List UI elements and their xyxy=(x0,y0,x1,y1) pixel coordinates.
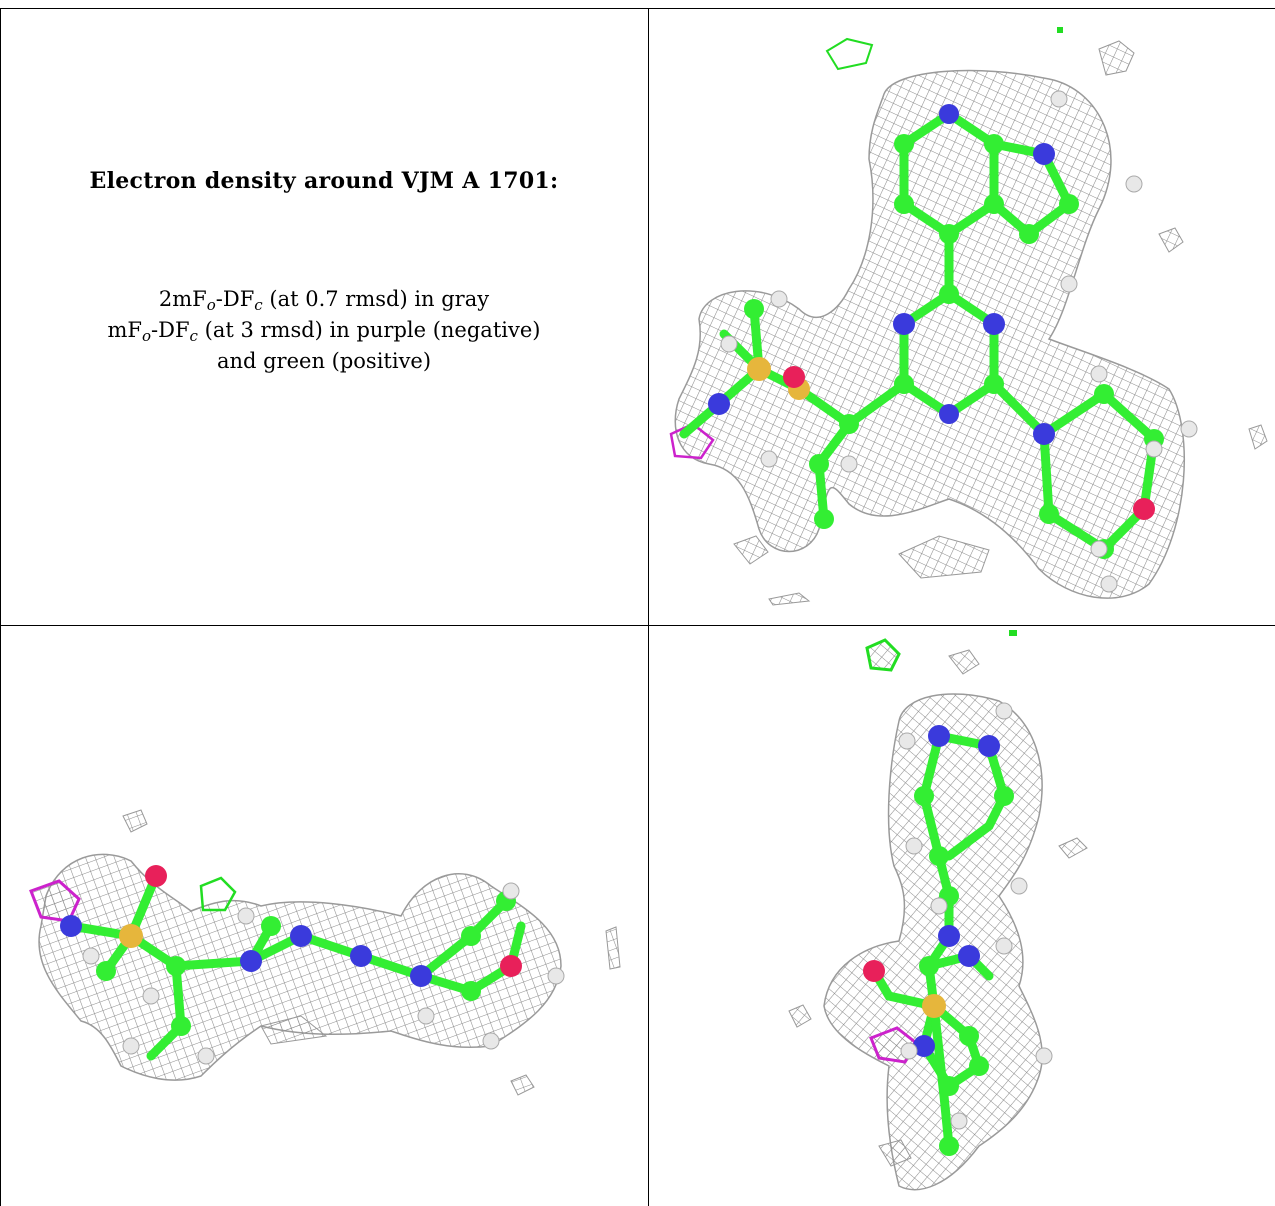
mesh-fragment xyxy=(260,1015,328,1045)
density-svg-2 xyxy=(29,809,621,1096)
atoms xyxy=(708,104,1164,559)
mesh-fragment xyxy=(788,1004,812,1028)
positive-density-blob xyxy=(825,37,874,71)
positive-density-blob xyxy=(199,876,237,912)
legend-line-2mfo: 2mFo-DFc (at 0.7 rmsd) in gray xyxy=(158,287,490,314)
density-view-bottom-right xyxy=(649,626,1275,1206)
caption-cell: Electron density around VJM A 1701: 2mFo… xyxy=(0,0,648,625)
legend-line-colors: and green (positive) xyxy=(216,349,432,373)
divider-vertical xyxy=(648,8,649,1206)
hydrogens xyxy=(82,882,565,1065)
positive-density-blob xyxy=(1057,27,1063,33)
atoms xyxy=(863,725,1014,1156)
mesh-fragment xyxy=(1248,424,1268,450)
atoms xyxy=(60,865,522,1036)
density-view-top-right xyxy=(649,9,1275,625)
border-top xyxy=(0,8,1275,9)
divider-horizontal xyxy=(0,625,1275,626)
positive-density-blob xyxy=(1009,630,1017,636)
mesh-fragment xyxy=(1098,40,1135,76)
caption-legend: 2mFo-DFc (at 0.7 rmsd) in gray mFo-DFc (… xyxy=(0,284,648,377)
positive-density-blob xyxy=(865,638,901,672)
hydrogens xyxy=(720,90,1198,593)
mesh-fragment xyxy=(948,649,980,675)
mesh-fragment xyxy=(510,1074,535,1096)
caption-title: Electron density around VJM A 1701: xyxy=(89,168,559,194)
legend-line-mfo: mFo-DFc (at 3 rmsd) in purple (negative) xyxy=(107,318,541,345)
mesh-fragment xyxy=(898,535,990,579)
density-svg-1 xyxy=(669,27,1268,606)
density-view-bottom-left xyxy=(1,626,648,1206)
mesh-fragment xyxy=(605,926,621,970)
negative-density-blob xyxy=(29,879,81,923)
density-mesh xyxy=(38,853,562,1081)
density-svg-3 xyxy=(788,630,1088,1191)
mesh-fragment xyxy=(733,535,769,565)
border-left xyxy=(0,8,1,1206)
mesh-fragment xyxy=(1158,227,1184,253)
density-mesh xyxy=(674,69,1186,599)
mesh-fragment xyxy=(878,1139,912,1167)
mesh-fragment xyxy=(1058,837,1088,859)
mesh-fragment xyxy=(768,592,811,606)
hydrogens xyxy=(898,702,1053,1130)
mesh-fragment xyxy=(122,809,148,833)
